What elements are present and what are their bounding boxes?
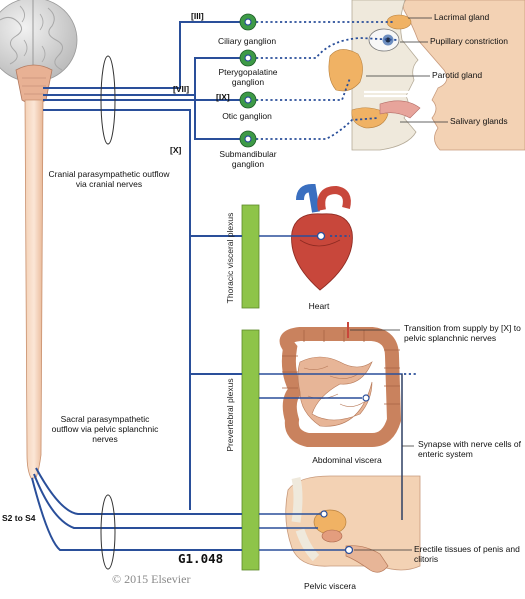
- cranial-outflow-label: Cranial parasympathetic outflow via cran…: [48, 169, 170, 189]
- pterygopalatine-ganglion-label: Pterygopalatine ganglion: [218, 67, 278, 87]
- ciliary-ganglion-label: Ciliary ganglion: [217, 36, 277, 46]
- sacral-outflow-label: Sacral parasympathetic outflow via pelvi…: [51, 414, 159, 444]
- sacral-outflow-ring: [100, 494, 116, 570]
- lacrimal-gland-label: Lacrimal gland: [434, 12, 490, 22]
- heart-ganglion-marker: [316, 231, 326, 241]
- parotid-gland-label: Parotid gland: [432, 70, 483, 80]
- transition-label: Transition from supply by [X] to pelvic …: [404, 323, 521, 343]
- head-illustration: [328, 0, 525, 151]
- synapse-label: Synapse with nerve cells of enteric syst…: [418, 439, 521, 459]
- sacral-path-2: [33, 473, 242, 529]
- figure-code: G1.048: [178, 551, 224, 566]
- nerve-label-x: [X]: [170, 145, 182, 155]
- erectile-ganglion-marker: [344, 545, 354, 555]
- otic-ganglion-label: Otic ganglion: [222, 111, 272, 121]
- cranial-nerve-pathways: [43, 21, 242, 510]
- nerve-vii-submand-path: [194, 95, 240, 140]
- sacral-to-pelvis: [259, 397, 362, 551]
- otic-postganglionic: [256, 77, 351, 101]
- pupillary-constriction-label: Pupillary constriction: [430, 36, 508, 46]
- thoracic-plexus-label: Thoracic visceral plexus: [225, 212, 235, 304]
- sacral-nerve-pathways: [31, 467, 242, 551]
- ganglion-markers: [239, 13, 370, 555]
- thoracic-plexus-bar: [241, 204, 260, 309]
- nerve-label-vii: [VII]: [173, 84, 190, 94]
- prevertebral-plexus-bar: [241, 329, 260, 571]
- vagus-trunk-path: [43, 109, 191, 510]
- erectile-tissues-label: Erectile tissues of penis and clitoris: [414, 544, 520, 564]
- sacral-segments-label: S2 to S4: [2, 513, 36, 523]
- submandibular-postganglionic: [256, 117, 379, 140]
- heart-label: Heart: [308, 301, 330, 311]
- colon-ganglion-marker: [362, 394, 370, 402]
- pelvic-illustration: [285, 475, 421, 573]
- copyright: © 2015 Elsevier: [112, 572, 191, 586]
- sacral-path-1: [35, 467, 242, 515]
- salivary-glands-label: Salivary glands: [450, 116, 508, 126]
- brainstem: [15, 64, 53, 105]
- nerve-vii-pterygo-path: [43, 57, 240, 96]
- prevertebral-plexus-label: Prevertebral plexus: [225, 378, 235, 452]
- pelvic-viscera-label: Pelvic viscera: [304, 581, 356, 591]
- nerve-iii-path: [43, 21, 240, 89]
- heart-illustration: [291, 183, 353, 291]
- nerve-label-iii: [III]: [191, 11, 204, 21]
- cranial-outflow-ring: [100, 55, 116, 145]
- postganglionic-fibers: [256, 21, 418, 375]
- bladder-ganglion-marker: [320, 510, 328, 518]
- sacral-path-3: [31, 477, 242, 551]
- abdominal-illustration: [279, 327, 402, 447]
- pterygopalatine-postganglionic: [256, 37, 399, 59]
- submandibular-ganglion-label: Submandibular ganglion: [219, 149, 277, 169]
- abdominal-viscera-label: Abdominal viscera: [312, 455, 382, 465]
- nerve-label-ix: [IX]: [216, 92, 230, 102]
- spinal-cord: [24, 99, 44, 479]
